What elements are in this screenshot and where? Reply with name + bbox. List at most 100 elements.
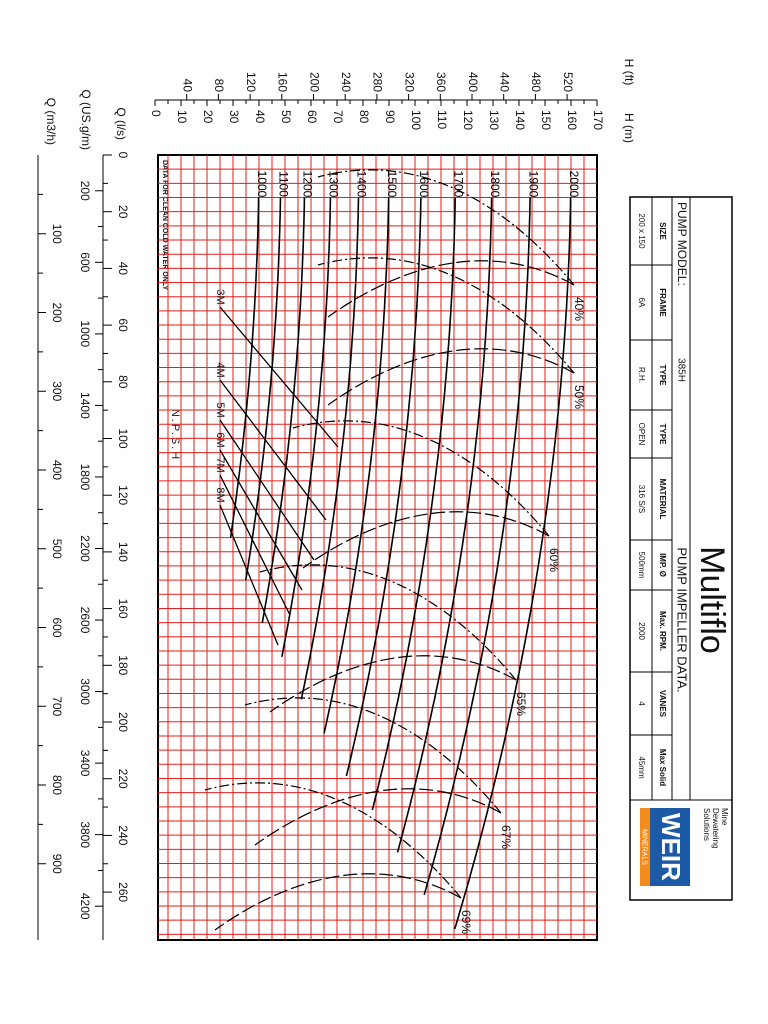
logo-band xyxy=(640,808,650,886)
h-ft-tick-label: 320 xyxy=(402,72,416,92)
table-header: FRAME xyxy=(658,288,667,317)
note: DATA FOR CLEAN COLD WATER ONLY xyxy=(161,160,168,290)
npsh-line xyxy=(219,419,315,561)
tagline: Dewatering xyxy=(711,808,720,848)
q-m3h-tick-label: 300 xyxy=(50,381,64,401)
efficiency-label: 69% xyxy=(459,910,473,934)
h-m-tick-label: 70 xyxy=(331,110,345,124)
h-m-tick-label: 110 xyxy=(435,110,449,129)
npsh-line xyxy=(219,504,279,646)
efficiency-label: 65% xyxy=(514,692,528,716)
table-header: VANES xyxy=(658,690,667,718)
h-ft-tick-label: 440 xyxy=(498,72,512,92)
h-m-tick-label: 130 xyxy=(487,110,501,130)
npsh-label: 8M xyxy=(214,487,226,502)
curves xyxy=(204,169,575,931)
q-m3h-tick-label: 100 xyxy=(50,224,64,244)
efficiency-contour xyxy=(254,788,502,846)
plot-frame xyxy=(157,154,598,941)
speed-label: 1500 xyxy=(385,171,399,198)
npsh-line xyxy=(219,306,339,448)
q-m3h-tick-label: 500 xyxy=(50,539,64,559)
h-m-tick-label: 140 xyxy=(513,110,527,130)
table-value: 316 S/S xyxy=(637,485,646,513)
axis-title: Q (m3/h) xyxy=(44,98,58,145)
h-ft-tick-label: 400 xyxy=(466,72,480,92)
npsh-line xyxy=(219,379,327,521)
q-gpm-tick-label: 600 xyxy=(78,252,92,272)
speed-curve xyxy=(323,197,390,734)
efficiency-contour xyxy=(214,873,462,931)
table-header: TYPE xyxy=(658,424,667,446)
npsh-label: 5M xyxy=(214,402,226,417)
efficiency-contour xyxy=(327,260,575,318)
efficiency-label: 40% xyxy=(572,297,586,321)
q-ls-tick-label: 160 xyxy=(116,599,130,619)
axis-title: H (ft) xyxy=(622,59,636,86)
logo-division: MINERALS xyxy=(641,829,648,865)
npsh-line xyxy=(219,449,303,591)
q-ls-tick-label: 140 xyxy=(116,542,130,562)
q-gpm-tick-label: 4200 xyxy=(78,893,92,920)
speed-curve xyxy=(261,197,306,623)
efficiency-contour xyxy=(317,169,575,286)
axis-title: Q (l/s) xyxy=(114,107,128,140)
q-gpm-tick-label: 1400 xyxy=(78,392,92,419)
speed-curve xyxy=(244,197,282,581)
speed-curve xyxy=(300,197,360,700)
logo-block xyxy=(650,808,690,886)
speed-curve xyxy=(396,197,493,853)
tagline: Mine xyxy=(720,808,729,826)
model-label: PUMP MODEL: xyxy=(675,202,689,286)
h-ft-tick-label: 200 xyxy=(307,72,321,92)
h-ft-tick-label: 160 xyxy=(276,72,290,92)
h-ft-tick-label: 480 xyxy=(529,72,543,92)
h-ft-tick-label: 40 xyxy=(181,79,195,93)
q-gpm-tick-label: 200 xyxy=(78,181,92,201)
h-m-tick-label: 10 xyxy=(175,110,189,124)
table-header: MATERIAL xyxy=(658,479,667,520)
table-header: Max Solid xyxy=(658,749,667,786)
efficiency-contour xyxy=(302,511,550,569)
h-ft-tick-label: 120 xyxy=(244,72,258,92)
npsh-label: 4M xyxy=(214,362,226,377)
speed-label: 1600 xyxy=(417,171,431,198)
q-gpm-tick-label: 2200 xyxy=(78,535,92,562)
speed-label: 1800 xyxy=(488,171,502,198)
npsh-label: 6M xyxy=(214,432,226,447)
efficiency-contour xyxy=(292,420,550,537)
logo-brand: WEIR xyxy=(656,813,686,881)
q-ls-tick-label: 200 xyxy=(116,712,130,732)
h-m-tick-label: 160 xyxy=(565,110,579,130)
q-ls-tick-label: 80 xyxy=(116,375,130,389)
table-value: 4 xyxy=(637,701,646,706)
efficiency-label: 60% xyxy=(547,548,561,572)
speed-curve xyxy=(371,197,456,811)
q-ls-tick-label: 220 xyxy=(116,769,130,789)
efficiency-contour xyxy=(259,564,517,681)
speed-label: 1900 xyxy=(526,171,540,198)
q-gpm-tick-label: 2600 xyxy=(78,607,92,634)
table-header: Max. RPM. xyxy=(658,611,667,651)
h-ft-tick-label: 80 xyxy=(212,79,226,93)
q-m3h-tick-label: 600 xyxy=(50,617,64,637)
rotated-sheet: Multiflo PUMP MODEL: 385H PUMP IMPELLER … xyxy=(37,59,733,941)
table-value: 200 x 150 xyxy=(637,213,646,249)
table-value: 6A xyxy=(637,298,646,308)
q-m3h-tick-label: 400 xyxy=(50,460,64,480)
q-gpm-tick-label: 3000 xyxy=(78,678,92,705)
efficiency-contour xyxy=(327,348,575,406)
h-m-tick-label: 170 xyxy=(591,110,605,130)
table-value: 2000 xyxy=(637,622,646,640)
q-gpm-tick-label: 3800 xyxy=(78,821,92,848)
q-m3h-tick-label: 900 xyxy=(50,854,64,874)
speed-label: 1300 xyxy=(327,171,341,198)
efficiency-contour xyxy=(244,697,502,814)
table-value: 500mm xyxy=(637,552,646,579)
h-m-tick-label: 30 xyxy=(227,110,241,124)
q-m3h-tick-label: 700 xyxy=(50,696,64,716)
npsh-label: 3M xyxy=(214,289,226,304)
speed-label: 1400 xyxy=(355,171,369,198)
q-m3h-tick-label: 200 xyxy=(50,302,64,322)
npsh-title: N.P.S.H xyxy=(169,409,181,461)
